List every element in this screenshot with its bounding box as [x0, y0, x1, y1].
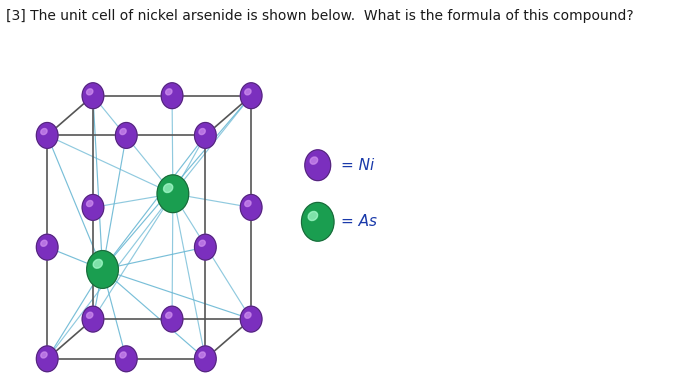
Circle shape — [82, 83, 104, 109]
Ellipse shape — [166, 89, 172, 95]
Text: [3] The unit cell of nickel arsenide is shown below.  What is the formula of thi: [3] The unit cell of nickel arsenide is … — [5, 9, 633, 23]
Circle shape — [116, 346, 137, 372]
Text: = As: = As — [341, 215, 377, 229]
Ellipse shape — [120, 129, 126, 135]
Ellipse shape — [199, 240, 205, 246]
Ellipse shape — [87, 200, 93, 207]
Ellipse shape — [166, 312, 172, 318]
Ellipse shape — [245, 312, 251, 318]
Circle shape — [36, 346, 58, 372]
Ellipse shape — [41, 240, 47, 246]
Ellipse shape — [87, 312, 93, 318]
Circle shape — [116, 122, 137, 148]
Ellipse shape — [310, 157, 318, 164]
Text: = Ni: = Ni — [341, 158, 374, 173]
Circle shape — [36, 122, 58, 148]
Ellipse shape — [164, 184, 173, 193]
Circle shape — [240, 306, 262, 332]
Circle shape — [240, 83, 262, 109]
Ellipse shape — [199, 352, 205, 358]
Circle shape — [302, 202, 334, 241]
Ellipse shape — [199, 129, 205, 135]
Circle shape — [194, 234, 216, 260]
Circle shape — [36, 234, 58, 260]
Circle shape — [305, 150, 330, 181]
Circle shape — [87, 251, 118, 288]
Ellipse shape — [308, 211, 318, 221]
Ellipse shape — [120, 352, 126, 358]
Ellipse shape — [245, 200, 251, 207]
Circle shape — [162, 306, 183, 332]
Ellipse shape — [87, 89, 93, 95]
Circle shape — [157, 175, 188, 213]
Circle shape — [194, 346, 216, 372]
Circle shape — [162, 83, 183, 109]
Circle shape — [82, 195, 104, 220]
Ellipse shape — [41, 129, 47, 135]
Circle shape — [82, 306, 104, 332]
Ellipse shape — [93, 259, 102, 268]
Circle shape — [240, 195, 262, 220]
Circle shape — [194, 122, 216, 148]
Ellipse shape — [245, 89, 251, 95]
Ellipse shape — [41, 352, 47, 358]
